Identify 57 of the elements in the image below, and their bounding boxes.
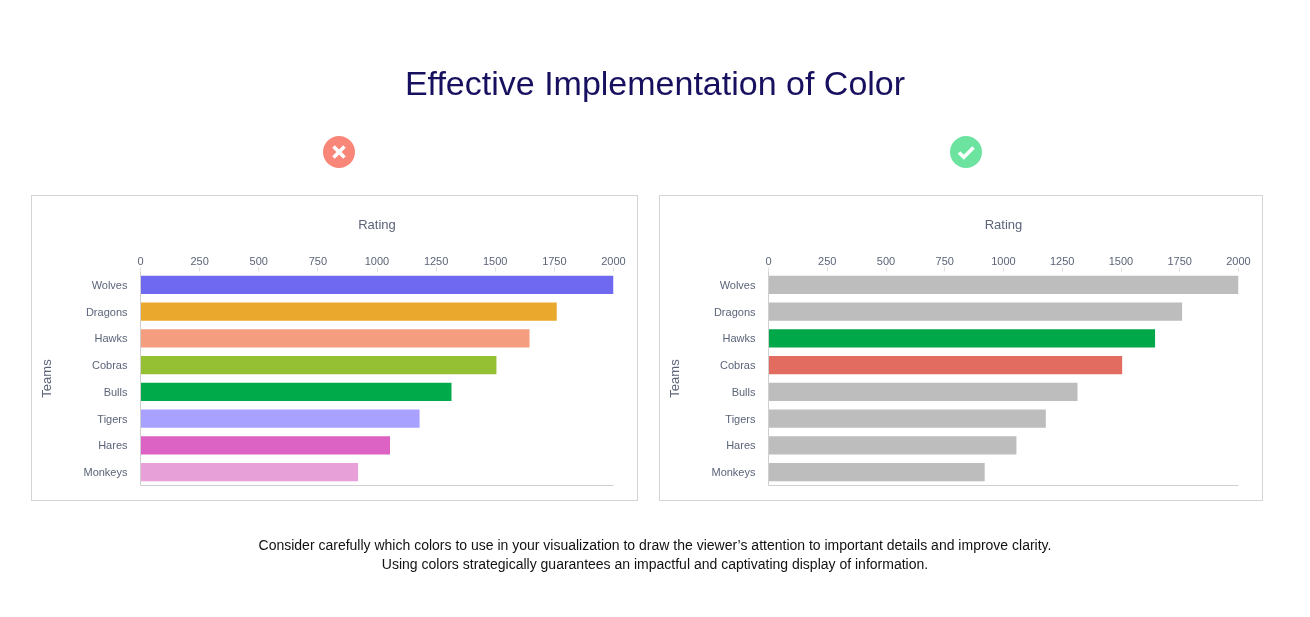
- y-tick-label: Hawks: [94, 332, 128, 345]
- bar: [140, 463, 359, 482]
- bar: [140, 436, 391, 455]
- x-axis-title: Rating: [358, 216, 396, 232]
- y-tick-label: Cobras: [92, 359, 128, 372]
- y-tick-label: Hares: [98, 439, 128, 452]
- y-axis-title: Teams: [667, 358, 683, 398]
- bar: [768, 409, 1046, 428]
- bar: [140, 382, 452, 401]
- bar: [768, 463, 985, 482]
- y-axis-title: Teams: [39, 358, 55, 398]
- bar: [140, 329, 530, 348]
- x-tick-label: 750: [935, 254, 954, 267]
- x-tick-label: 1750: [1167, 254, 1192, 267]
- x-tick-label: 1250: [423, 254, 449, 267]
- bar: [140, 356, 497, 375]
- x-tick-label: 0: [137, 254, 144, 267]
- y-tick-label: Monkeys: [711, 466, 756, 479]
- y-tick-label: Hawks: [722, 332, 756, 345]
- y-tick-label: Tigers: [97, 412, 128, 425]
- x-tick-label: 0: [765, 254, 772, 267]
- x-tick-label: 1750: [542, 254, 567, 267]
- y-tick-label: Wolves: [719, 278, 756, 291]
- bar: [768, 436, 1017, 455]
- y-tick-label: Bulls: [103, 385, 128, 398]
- y-tick-label: Tigers: [725, 412, 756, 425]
- bar: [140, 275, 614, 294]
- x-tick-label: 1250: [1050, 254, 1075, 267]
- y-tick-label: Hares: [726, 439, 756, 452]
- text: Consider carefully which colors to use in your visualization to draw the viewer’s attention to important details and improve clarity.: [258, 537, 1052, 553]
- x-tick-label: 2000: [1226, 254, 1251, 267]
- bar: [768, 382, 1078, 401]
- text: Using colors strategically guarantees an impactful and captivating display of information.: [381, 556, 929, 572]
- x-tick-label: 500: [249, 254, 268, 267]
- bar: [768, 356, 1123, 375]
- x-tick-label: 250: [818, 254, 837, 267]
- x-tick-label: 2000: [601, 254, 626, 267]
- bar: [768, 329, 1156, 348]
- bar: [140, 302, 557, 321]
- y-tick-label: Bulls: [731, 385, 756, 398]
- y-tick-label: Monkeys: [83, 466, 128, 479]
- x-tick-label: 1500: [1108, 254, 1134, 267]
- bar: [140, 409, 420, 428]
- bar: [768, 275, 1239, 294]
- x-tick-label: 1000: [991, 254, 1016, 267]
- y-tick-label: Wolves: [91, 278, 128, 291]
- x-axis-title: Rating: [984, 216, 1023, 232]
- x-tick-label: 250: [190, 254, 209, 267]
- y-tick-label: Dragons: [713, 305, 756, 318]
- bar: [768, 302, 1183, 321]
- x-tick-label: 1000: [364, 254, 390, 267]
- chart-title: Effective Implementation of Color: [403, 63, 907, 103]
- x-tick-label: 750: [308, 254, 328, 267]
- x-tick-label: 500: [876, 254, 896, 267]
- y-tick-label: Dragons: [85, 305, 128, 318]
- x-tick-label: 1500: [483, 254, 508, 267]
- y-tick-label: Cobras: [720, 359, 756, 372]
